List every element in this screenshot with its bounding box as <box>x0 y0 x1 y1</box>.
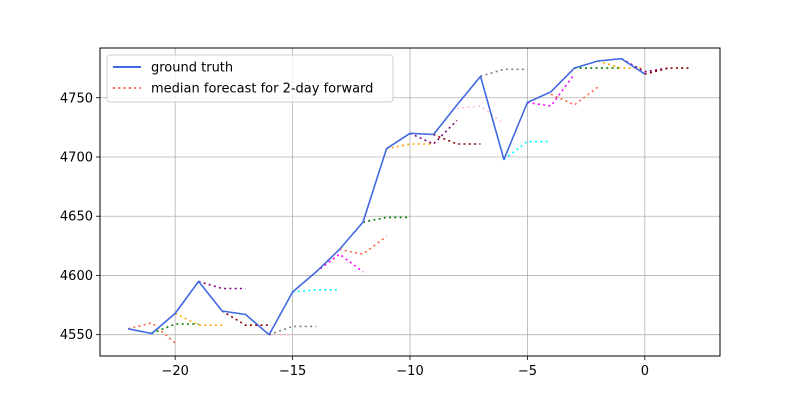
y-tick-label: 4650 <box>60 210 93 225</box>
forecast-line <box>480 68 528 78</box>
forecast-line <box>597 60 645 69</box>
forecast-line <box>550 86 599 106</box>
forecast-line <box>339 235 387 255</box>
x-tick-label: −5 <box>518 364 537 379</box>
legend-box <box>106 54 394 103</box>
grid <box>100 48 720 356</box>
legend-label-median-forecast: median forecast for 2-day forward <box>151 82 373 97</box>
y-tick-label: 4750 <box>60 91 93 106</box>
x-tick-label: −20 <box>161 364 188 379</box>
legend-label-ground-truth: ground truth <box>151 61 233 76</box>
ground-truth-series-group <box>128 57 646 336</box>
y-tick-label: 4550 <box>60 328 93 343</box>
y-tick-label: 4700 <box>60 150 93 165</box>
ground-truth-line <box>128 57 646 336</box>
forecast-line <box>362 216 410 223</box>
x-tick-label: 0 <box>641 364 649 379</box>
x-tick-label: −10 <box>396 364 423 379</box>
forecast-line <box>409 119 458 145</box>
forecast-line <box>644 67 692 75</box>
forecast-line <box>221 310 270 327</box>
legend: ground truth median forecast for 2-day f… <box>106 54 394 103</box>
forecast-line <box>433 133 481 145</box>
forecast-line <box>245 313 293 336</box>
x-tick-label: −15 <box>279 364 306 379</box>
axis-ticks: −20 −15 −10 −5 0 4550 4600 4650 4700 4750 <box>60 91 649 379</box>
forecast-line <box>198 280 246 290</box>
forecast-line <box>315 253 364 273</box>
forecast-series-group <box>128 58 692 344</box>
y-tick-label: 4600 <box>60 269 93 284</box>
forecast-line <box>292 288 340 293</box>
forecast-line <box>456 105 505 125</box>
